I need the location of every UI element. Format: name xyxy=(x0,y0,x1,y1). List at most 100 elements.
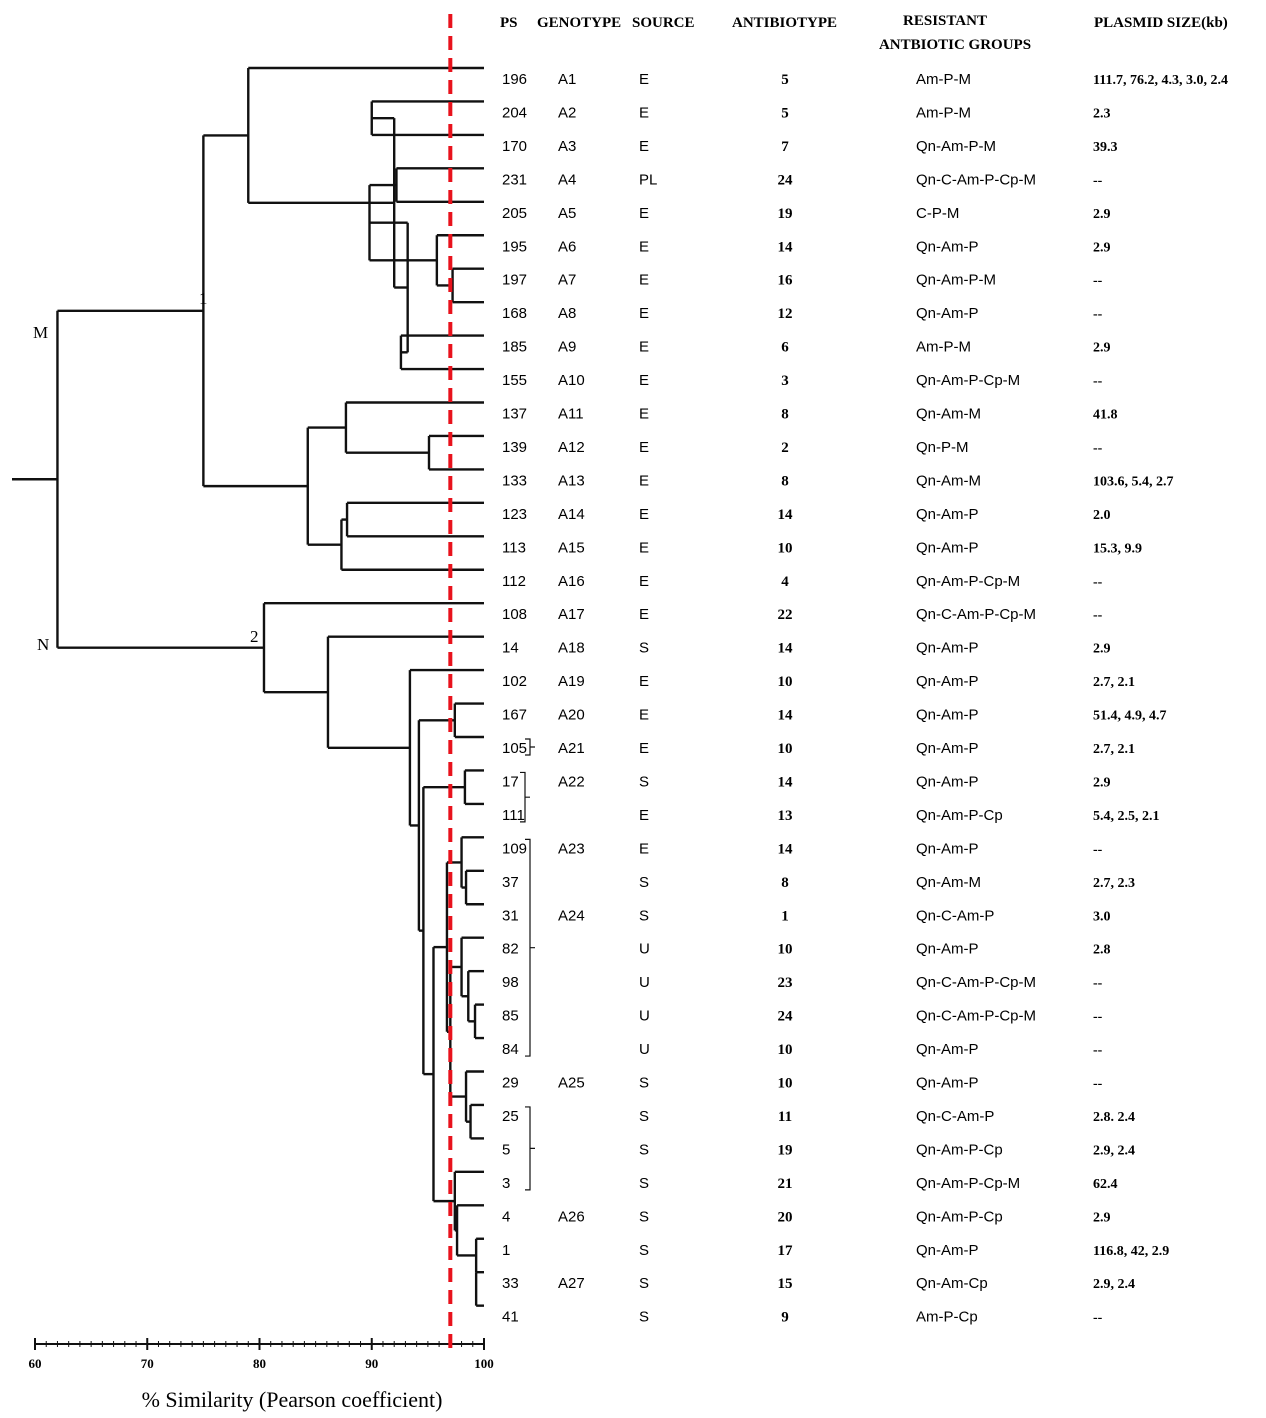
cell-antibiotype: 17 xyxy=(778,1243,794,1259)
cell-ps: 37 xyxy=(502,874,519,891)
cell-plasmid: -- xyxy=(1093,307,1103,322)
cell-resistance: Qn-Am-P xyxy=(916,941,979,958)
table-row: 113 A15 E 10 Qn-Am-P 15.3, 9.9 xyxy=(502,539,1142,556)
cell-antibiotype: 12 xyxy=(778,306,793,322)
cell-plasmid: -- xyxy=(1093,173,1103,188)
table-row: 195 A6 E 14 Qn-Am-P 2.9 xyxy=(502,238,1111,255)
cell-antibiotype: 23 xyxy=(778,975,793,991)
genotype-bracket xyxy=(520,771,530,823)
cell-antibiotype: 8 xyxy=(781,875,789,891)
cell-genotype: A24 xyxy=(558,907,585,924)
cell-genotype: A20 xyxy=(558,707,585,724)
cell-plasmid: -- xyxy=(1093,976,1103,991)
cell-ps: 33 xyxy=(502,1275,519,1292)
cell-antibiotype: 10 xyxy=(778,674,793,690)
cell-source: E xyxy=(639,339,649,356)
cell-genotype: A16 xyxy=(558,573,585,590)
isolate-table: 196 A1 E 5 Am-P-M 111.7, 76.2, 4.3, 3.0, 2.42… xyxy=(502,71,1228,1326)
table-row: 168 A8 E 12 Qn-Am-P -- xyxy=(502,305,1103,322)
cell-resistance: C-P-M xyxy=(916,205,959,222)
cell-resistance: Am-P-M xyxy=(916,71,971,88)
cell-genotype: A15 xyxy=(558,539,585,556)
cell-antibiotype: 10 xyxy=(778,1042,793,1058)
cell-plasmid: -- xyxy=(1093,1043,1103,1058)
cell-ps: 196 xyxy=(502,71,527,88)
cell-source: E xyxy=(639,807,649,824)
cell-ps: 85 xyxy=(502,1008,519,1025)
cell-genotype: A14 xyxy=(558,506,585,523)
cell-plasmid: 15.3, 9.9 xyxy=(1093,541,1142,556)
header-resistant-line2: ANTBIOTIC GROUPS xyxy=(879,37,1031,53)
cell-ps: 84 xyxy=(502,1041,519,1058)
cell-ps: 14 xyxy=(502,640,519,657)
cell-ps: 25 xyxy=(502,1108,519,1125)
cell-source: E xyxy=(639,238,649,255)
cell-plasmid: 2.7, 2.3 xyxy=(1093,876,1135,891)
axis-title: % Similarity (Pearson coefficient) xyxy=(142,1387,443,1412)
cell-plasmid: 111.7, 76.2, 4.3, 3.0, 2.4 xyxy=(1093,73,1228,88)
cell-plasmid: 2.7, 2.1 xyxy=(1093,742,1135,757)
cell-genotype: A27 xyxy=(558,1275,585,1292)
cell-source: S xyxy=(639,907,649,924)
axis-tick-label: 80 xyxy=(253,1356,266,1371)
cell-plasmid: 116.8, 42, 2.9 xyxy=(1093,1244,1169,1259)
cell-resistance: Am-P-M xyxy=(916,104,971,121)
cell-ps: 41 xyxy=(502,1309,519,1326)
cell-plasmid: 2.9 xyxy=(1093,642,1111,657)
cell-antibiotype: 1 xyxy=(781,908,789,924)
cell-ps: 137 xyxy=(502,406,527,423)
table-row: 105 A21 E 10 Qn-Am-P 2.7, 2.1 xyxy=(502,740,1135,757)
cell-ps: 205 xyxy=(502,205,527,222)
cell-plasmid: 2.8 xyxy=(1093,943,1111,958)
dendrogram-tree xyxy=(12,66,484,1307)
table-row: 14 A18 S 14 Qn-Am-P 2.9 xyxy=(502,640,1111,657)
cell-antibiotype: 20 xyxy=(778,1209,793,1225)
cell-ps: 231 xyxy=(502,171,527,188)
table-row: 25 S 11 Qn-C-Am-P 2.8. 2.4 xyxy=(502,1108,1135,1125)
cell-antibiotype: 8 xyxy=(781,407,789,423)
cell-resistance: Qn-Am-P xyxy=(916,707,979,724)
table-row: 167 A20 E 14 Qn-Am-P 51.4, 4.9, 4.7 xyxy=(502,707,1167,724)
cell-ps: 197 xyxy=(502,272,527,289)
cell-source: S xyxy=(639,773,649,790)
cell-antibiotype: 8 xyxy=(781,473,789,489)
cell-resistance: Qn-C-Am-P-Cp-M xyxy=(916,171,1036,188)
cell-resistance: Qn-C-Am-P xyxy=(916,1108,994,1125)
table-row: 1 S 17 Qn-Am-P 116.8, 42, 2.9 xyxy=(502,1242,1169,1259)
cell-plasmid: 2.0 xyxy=(1093,508,1111,523)
cell-source: E xyxy=(639,372,649,389)
cell-ps: 204 xyxy=(502,104,527,121)
cell-plasmid: 2.9, 2.4 xyxy=(1093,1277,1135,1292)
cell-source: S xyxy=(639,640,649,657)
cell-resistance: Qn-Am-M xyxy=(916,406,981,423)
cell-ps: 133 xyxy=(502,472,527,489)
table-row: 204 A2 E 5 Am-P-M 2.3 xyxy=(502,104,1111,121)
cell-plasmid: -- xyxy=(1093,274,1103,289)
cell-source: S xyxy=(639,1175,649,1192)
table-header: PS GENOTYPE SOURCE ANTIBIOTYPE RESISTANT… xyxy=(500,13,1228,53)
cell-antibiotype: 19 xyxy=(778,206,793,222)
cell-source: E xyxy=(639,305,649,322)
cell-source: S xyxy=(639,1108,649,1125)
cell-resistance: Qn-C-Am-P-Cp-M xyxy=(916,1008,1036,1025)
cell-resistance: Qn-C-Am-P-Cp-M xyxy=(916,974,1036,991)
cell-genotype: A6 xyxy=(558,238,576,255)
cell-resistance: Qn-Am-P xyxy=(916,673,979,690)
cell-genotype: A21 xyxy=(558,740,585,757)
cell-source: S xyxy=(639,874,649,891)
cell-source: E xyxy=(639,272,649,289)
table-row: 41 S 9 Am-P-Cp -- xyxy=(502,1309,1103,1326)
cell-ps: 113 xyxy=(502,539,526,556)
cell-plasmid: 2.8. 2.4 xyxy=(1093,1110,1135,1125)
table-row: 29 A25 S 10 Qn-Am-P -- xyxy=(502,1075,1103,1092)
cell-resistance: Qn-Am-P xyxy=(916,1242,979,1259)
cell-resistance: Qn-Am-P xyxy=(916,506,979,523)
cell-antibiotype: 14 xyxy=(778,841,794,857)
cell-source: E xyxy=(639,71,649,88)
header-ps: PS xyxy=(500,15,518,31)
table-row: 5 S 19 Qn-Am-P-Cp 2.9, 2.4 xyxy=(502,1141,1135,1158)
cell-antibiotype: 7 xyxy=(781,139,789,155)
cell-ps: 17 xyxy=(502,773,519,790)
cell-plasmid: 2.7, 2.1 xyxy=(1093,675,1135,690)
header-source: SOURCE xyxy=(632,15,695,31)
